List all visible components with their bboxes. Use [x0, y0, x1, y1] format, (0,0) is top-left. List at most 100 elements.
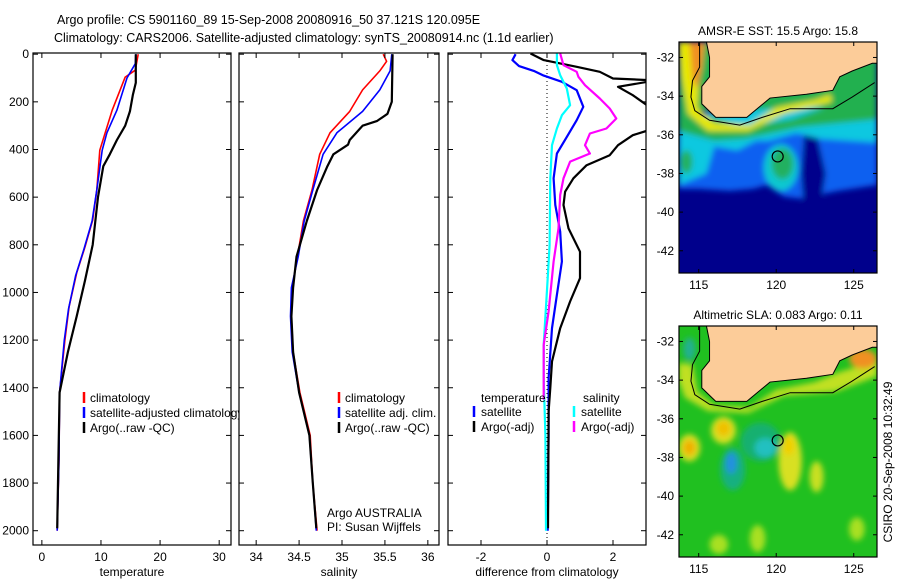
legend-entry: Argo(-adj) [481, 420, 534, 434]
field-anomaly [782, 436, 795, 456]
field-anomaly [754, 438, 777, 458]
x-tick-label: 10 [94, 550, 108, 564]
y-tick-label: 1600 [2, 428, 29, 442]
isobath-contour [690, 326, 875, 410]
salinity-series-2 [290, 54, 394, 529]
sla-map-panel: Altimetric SLA: 0.083 Argo: 0.11 115 120 12… [657, 308, 878, 576]
y-tick-label: -40 [657, 489, 675, 503]
x-tick-label: 35.5 [373, 550, 397, 564]
field-anomaly [680, 150, 693, 174]
y-tick-label: 600 [9, 190, 29, 204]
sst-map-panel: AMSR-E SST: 15.5 Argo: 15.8 115 120 125 -32 -… [657, 24, 878, 292]
x-tick-label: 34.5 [287, 550, 311, 564]
x-axis-label: difference from climatology [475, 565, 618, 579]
x-tick-label: 34 [249, 550, 263, 564]
temperature-axes-frame [32, 52, 232, 546]
pi-label: PI: Susan Wijffels [327, 520, 421, 534]
temperature-axes-background [33, 53, 231, 545]
y-tick-label: -36 [657, 412, 675, 426]
salinity-axes-frame [238, 52, 440, 546]
legend-entry: Argo(..raw -QC) [90, 421, 175, 435]
x-tick-label: 2 [610, 550, 617, 564]
y-tick-label: 200 [9, 95, 29, 109]
legend-entry: Argo(..raw -QC) [345, 421, 430, 435]
legend-entry: satellite-adjusted climatology [90, 406, 243, 420]
y-tick-label: -36 [657, 128, 675, 142]
field-anomaly [849, 517, 865, 541]
legend-entry: satellite adj. clim. [345, 406, 436, 420]
x-axis-label: temperature [100, 565, 165, 579]
field-patch [689, 42, 705, 89]
y-tick-label: -38 [657, 166, 675, 180]
x-tick-label: 35 [335, 550, 349, 564]
argo-float-marker [771, 434, 784, 447]
difference-series-0 [511, 53, 585, 531]
credit-label: Argo AUSTRALIA [327, 506, 422, 520]
y-tick-label: 1800 [2, 476, 29, 490]
figure-title-line2: Climatology: CARS2006. Satellite-adjuste… [54, 31, 554, 45]
legend-heading: temperature [481, 391, 546, 405]
field-anomaly [749, 525, 766, 553]
x-tick-label: 36 [421, 550, 435, 564]
y-tick-label: -38 [657, 450, 675, 464]
temperature-panel: 0 10 20 30 0 200 400 600 800 1000 1200 1400 1600 1800… [2, 47, 243, 579]
x-tick-label: 125 [844, 562, 864, 576]
difference-series-1 [530, 53, 646, 529]
isobath-contour [690, 42, 875, 126]
temperature-series-1 [56, 54, 137, 531]
y-tick-label: 1000 [2, 285, 29, 299]
legend-entry: satellite [481, 405, 522, 419]
y-tick-label: 1200 [2, 333, 29, 347]
figure-title-line1: Argo profile: CS 5901160_89 15-Sep-2008 … [57, 13, 480, 27]
y-tick-label: -32 [657, 50, 675, 64]
field-anomaly [716, 420, 731, 437]
field-anomaly [725, 452, 737, 474]
field-anomaly [809, 461, 824, 493]
y-tick-label: 0 [22, 47, 29, 61]
y-tick-label: -40 [657, 205, 675, 219]
x-tick-label: 120 [766, 278, 786, 292]
y-tick-label: -34 [657, 373, 675, 387]
legend-heading: salinity [583, 391, 620, 405]
difference-series-3 [542, 53, 618, 400]
x-tick-label: 30 [212, 550, 226, 564]
timestamp-stamp: CSIRO 20-Sep-2008 10:32:49 [881, 381, 895, 542]
legend-entry: satellite [581, 405, 622, 419]
y-tick-label: -34 [657, 89, 675, 103]
field-anomaly [771, 148, 794, 180]
x-tick-label: 0 [544, 550, 551, 564]
land-mass [701, 326, 877, 402]
y-tick-label: -32 [657, 334, 675, 348]
field-anomaly [683, 440, 696, 456]
map-title: Altimetric SLA: 0.083 Argo: 0.11 [693, 308, 863, 322]
legend-entry: climatology [345, 391, 405, 405]
x-tick-label: 125 [844, 278, 864, 292]
land-mass [701, 42, 877, 118]
y-tick-label: 2000 [2, 524, 29, 538]
x-axis-label: salinity [321, 565, 358, 579]
y-tick-label: 400 [9, 142, 29, 156]
field-anomaly [683, 337, 696, 361]
map-title: AMSR-E SST: 15.5 Argo: 15.8 [698, 24, 858, 38]
x-tick-label: 20 [153, 550, 167, 564]
sst-map-frame [678, 41, 878, 274]
x-tick-label: -2 [476, 550, 487, 564]
legend-entry: climatology [90, 391, 150, 405]
sla-map-frame [678, 325, 878, 558]
field-anomaly [709, 534, 729, 555]
temperature-series-2 [56, 54, 137, 529]
salinity-panel: 34 34.5 35 35.5 36 salinity climatologysatelli… [238, 52, 440, 579]
field-patch [679, 360, 877, 413]
x-tick-label: 115 [689, 278, 708, 292]
argo-float-marker [771, 150, 784, 163]
y-tick-label: 800 [9, 238, 29, 252]
x-tick-label: 0 [39, 550, 46, 564]
x-tick-label: 120 [766, 562, 786, 576]
y-tick-label: 1400 [2, 381, 29, 395]
y-tick-label: -42 [657, 244, 675, 258]
x-tick-label: 115 [689, 562, 708, 576]
legend-entry: Argo(-adj) [581, 420, 634, 434]
